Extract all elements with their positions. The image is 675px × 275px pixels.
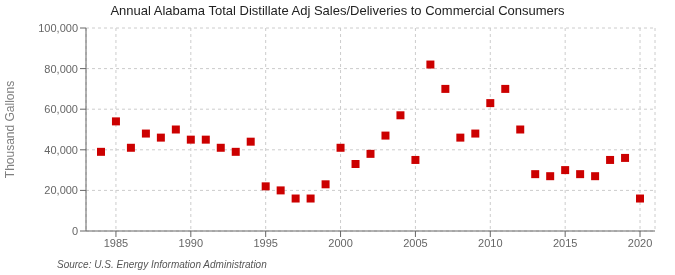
svg-text:20,000: 20,000 bbox=[44, 184, 78, 196]
svg-text:2020: 2020 bbox=[628, 237, 652, 249]
svg-text:1985: 1985 bbox=[104, 237, 128, 249]
svg-text:2015: 2015 bbox=[553, 237, 577, 249]
svg-text:60,000: 60,000 bbox=[44, 103, 78, 115]
svg-text:2010: 2010 bbox=[478, 237, 502, 249]
svg-text:1990: 1990 bbox=[179, 237, 203, 249]
svg-text:100,000: 100,000 bbox=[38, 22, 78, 34]
html-text:Annual Alabama Total Distillat: Annual Alabama Total Distillate Adj Sale… bbox=[110, 3, 565, 18]
svg-text:40,000: 40,000 bbox=[44, 144, 78, 156]
svg-text:2000: 2000 bbox=[328, 237, 352, 249]
svg-text:0: 0 bbox=[72, 225, 78, 237]
html-text:Source: U.S. Energy Informatio: Source: U.S. Energy Information Administ… bbox=[57, 259, 267, 270]
svg-text:2005: 2005 bbox=[403, 237, 427, 249]
svg-text:1995: 1995 bbox=[253, 237, 277, 249]
svg-text:Thousand Gallons: Thousand Gallons bbox=[8, 81, 17, 178]
svg-text:80,000: 80,000 bbox=[44, 63, 78, 75]
